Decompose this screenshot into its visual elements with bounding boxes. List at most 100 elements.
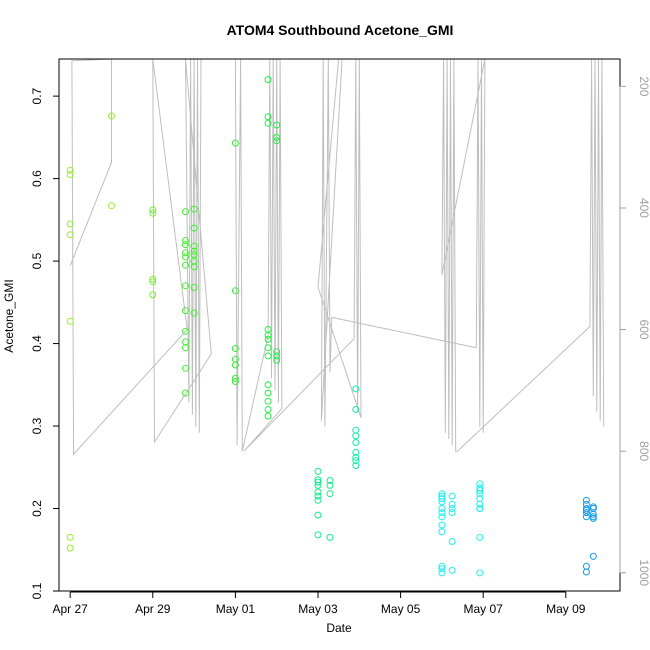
data-point — [582, 506, 590, 514]
y-tick-label: 0.2 — [30, 500, 44, 517]
data-point — [264, 412, 272, 420]
y-tick-label: 0.7 — [30, 87, 44, 104]
data-point — [582, 513, 590, 521]
data-point — [314, 496, 322, 504]
data-point — [231, 287, 239, 295]
data-point — [190, 251, 198, 258]
y-tick-label: 0.3 — [30, 417, 44, 434]
data-point — [273, 137, 281, 145]
data-point — [582, 562, 590, 570]
data-point — [438, 495, 446, 503]
data-point — [352, 462, 360, 470]
data-point — [476, 490, 484, 498]
data-point — [182, 249, 189, 257]
x-tick-label: May 03 — [298, 602, 338, 616]
data-point — [438, 569, 446, 577]
data-point — [66, 544, 74, 552]
data-point — [182, 253, 189, 261]
data-point — [264, 76, 272, 84]
data-point — [589, 510, 597, 518]
data-point — [352, 406, 360, 413]
data-point — [231, 345, 239, 352]
data-point — [352, 439, 360, 446]
data-point — [149, 291, 157, 299]
data-point — [448, 538, 456, 545]
data-point — [182, 389, 189, 397]
data-point — [314, 467, 322, 475]
data-point — [476, 486, 484, 494]
data-point — [264, 335, 272, 343]
data-point — [108, 202, 115, 210]
data-point — [326, 481, 334, 489]
data-point — [190, 284, 198, 291]
data-point — [448, 509, 456, 517]
data-point — [438, 521, 446, 529]
data-point — [182, 241, 189, 249]
data-point — [352, 426, 360, 434]
data-point — [326, 533, 334, 541]
y-tick-label: 0.5 — [30, 252, 44, 269]
data-point — [438, 505, 446, 512]
data-point — [352, 457, 360, 465]
data-point — [448, 505, 456, 512]
data-point — [108, 112, 115, 120]
data-point — [149, 278, 157, 286]
data-point — [438, 562, 446, 570]
x-tick-label: May 07 — [464, 602, 504, 616]
data-point — [273, 121, 281, 129]
data-point — [582, 509, 590, 517]
data-point — [476, 480, 484, 488]
data-point — [149, 209, 157, 217]
data-point — [448, 500, 456, 508]
data-point — [438, 565, 446, 573]
data-point — [314, 531, 322, 539]
data-point — [66, 171, 74, 178]
data-point — [182, 208, 189, 216]
data-point — [589, 514, 597, 522]
data-point — [582, 496, 590, 504]
data-point — [66, 533, 74, 541]
data-point — [582, 568, 590, 576]
x-tick-label: May 01 — [216, 602, 256, 616]
data-point — [314, 511, 322, 519]
x-tick-label: May 09 — [546, 602, 586, 616]
right-tick-label: 800 — [637, 441, 650, 461]
data-point — [448, 566, 456, 574]
x-tick-label: Apr 27 — [53, 602, 89, 616]
plot-frame — [58, 58, 621, 592]
data-point — [476, 533, 484, 541]
data-point — [264, 344, 272, 352]
data-point — [476, 505, 484, 512]
data-point — [231, 139, 239, 147]
data-point — [326, 477, 334, 484]
data-point — [66, 220, 74, 228]
profile-lines — [69, 59, 605, 456]
data-point — [190, 205, 198, 213]
data-point — [182, 307, 189, 315]
data-point — [190, 242, 198, 250]
data-point — [149, 206, 157, 214]
data-point — [438, 490, 446, 498]
data-point — [190, 309, 198, 317]
data-point — [448, 492, 456, 500]
data-point — [182, 338, 189, 346]
data-point — [149, 275, 157, 283]
data-point — [352, 453, 360, 461]
data-point — [231, 378, 239, 385]
data-point — [326, 490, 334, 498]
data-point — [476, 569, 484, 577]
data-point — [273, 356, 281, 364]
data-point — [589, 552, 597, 560]
axes: Apr 27 Apr 29 May 01 May 03 May 05 May 07 May … — [30, 58, 650, 616]
x-tick-label: Apr 29 — [135, 602, 171, 616]
chart-title: ATOM4 Southbound Acetone_GMI — [227, 22, 454, 38]
data-point — [182, 237, 189, 244]
data-point — [66, 166, 74, 174]
y-tick-label: 0.4 — [30, 335, 44, 352]
data-point — [182, 327, 189, 335]
data-points — [66, 76, 597, 577]
data-point — [314, 481, 322, 489]
right-tick-label: 600 — [637, 320, 650, 340]
data-point — [264, 352, 272, 360]
data-point — [314, 492, 322, 500]
